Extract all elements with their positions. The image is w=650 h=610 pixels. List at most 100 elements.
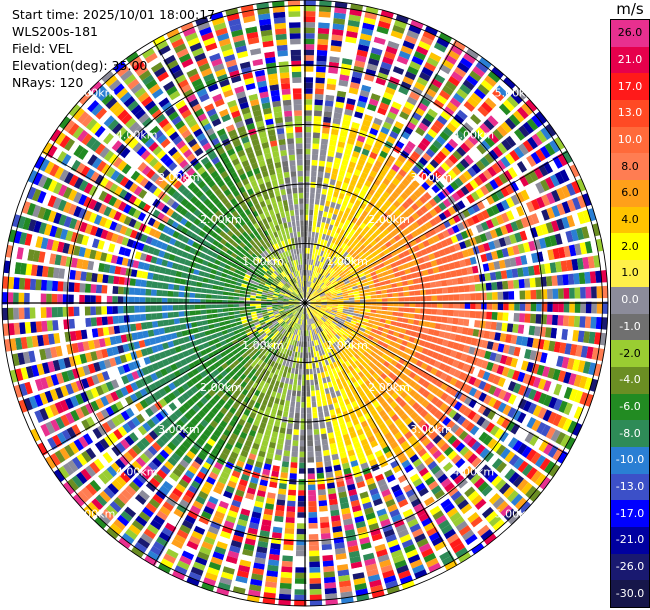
velocity-gate (312, 271, 315, 277)
velocity-gate (406, 324, 413, 330)
velocity-gate (278, 483, 287, 490)
velocity-gate (477, 105, 489, 117)
velocity-gate (441, 256, 448, 264)
velocity-gate (318, 290, 324, 295)
velocity-gate (379, 195, 387, 204)
velocity-gate (470, 302, 476, 310)
velocity-gate (239, 297, 245, 301)
velocity-gate (538, 237, 547, 249)
velocity-gate (558, 288, 564, 299)
velocity-gate (365, 193, 373, 201)
velocity-gate (370, 295, 377, 299)
velocity-gate (361, 148, 370, 156)
velocity-gate (348, 295, 355, 298)
velocity-gate (438, 249, 446, 257)
velocity-gate (372, 204, 380, 212)
velocity-gate (117, 286, 124, 295)
velocity-gate (228, 311, 235, 316)
velocity-gate (532, 405, 542, 417)
velocity-gate (315, 306, 321, 310)
velocity-gate (317, 215, 322, 222)
velocity-gate (389, 106, 400, 115)
velocity-gate (113, 325, 121, 334)
velocity-gate (555, 261, 562, 273)
velocity-gate (541, 250, 550, 262)
velocity-gate (303, 66, 314, 72)
velocity-gate (511, 268, 519, 278)
velocity-gate (197, 326, 204, 332)
velocity-gate (448, 302, 454, 309)
velocity-gate (443, 173, 453, 183)
velocity-gate (364, 260, 372, 267)
velocity-gate (222, 291, 229, 296)
velocity-gate (355, 105, 365, 114)
velocity-gate (319, 149, 327, 156)
velocity-gate (540, 352, 548, 364)
velocity-gate (381, 306, 388, 311)
velocity-gate (453, 294, 460, 301)
velocity-gate (477, 83, 490, 96)
velocity-gate (418, 257, 425, 264)
velocity-gate (384, 279, 391, 285)
velocity-gate (387, 40, 400, 50)
velocity-gate (561, 185, 571, 198)
velocity-gate (320, 144, 328, 151)
velocity-gate (398, 205, 406, 213)
velocity-gate (195, 287, 202, 293)
velocity-gate (304, 154, 311, 160)
velocity-gate (433, 205, 443, 214)
velocity-gate (407, 261, 415, 268)
velocity-gate (438, 32, 453, 43)
velocity-gate (312, 248, 316, 255)
velocity-gate (316, 472, 325, 479)
velocity-gate (392, 307, 399, 312)
velocity-gate (304, 159, 311, 166)
velocity-gate (360, 254, 367, 260)
velocity-gate (233, 296, 240, 300)
velocity-gate (505, 135, 517, 148)
velocity-gate (308, 523, 318, 529)
velocity-gate (488, 93, 501, 105)
velocity-gate (167, 290, 174, 297)
velocity-gate (304, 137, 311, 144)
velocity-gate (79, 306, 85, 316)
velocity-gate (370, 309, 377, 313)
velocity-gate (334, 285, 340, 290)
velocity-gate (178, 285, 185, 291)
velocity-gate (150, 305, 157, 312)
velocity-gate (369, 331, 376, 337)
velocity-gate (411, 272, 418, 279)
velocity-gate (586, 224, 595, 238)
velocity-gate (479, 123, 491, 135)
velocity-gate (305, 347, 308, 353)
velocity-gate (317, 44, 328, 51)
velocity-gate (465, 336, 473, 345)
velocity-gate (563, 245, 571, 258)
velocity-gate (332, 23, 345, 31)
velocity-gate (392, 267, 399, 273)
velocity-gate (365, 305, 371, 309)
velocity-gate (427, 328, 435, 336)
velocity-gate (178, 291, 185, 298)
velocity-gate (389, 340, 396, 347)
velocity-gate (274, 454, 282, 461)
velocity-gate (324, 371, 330, 378)
velocity-gate (399, 111, 410, 120)
velocity-gate (580, 345, 589, 358)
velocity-gate (309, 368, 313, 375)
velocity-gate (376, 330, 383, 336)
velocity-gate (334, 275, 341, 280)
velocity-gate (345, 171, 353, 179)
velocity-gate (112, 306, 118, 314)
velocity-gate (340, 187, 347, 195)
velocity-gate (284, 439, 292, 446)
velocity-gate (405, 197, 414, 206)
velocity-gate (163, 326, 171, 334)
velocity-gate (425, 246, 433, 254)
velocity-gate (29, 278, 37, 291)
velocity-gate (261, 299, 267, 302)
velocity-gate (436, 135, 447, 146)
velocity-gate (498, 103, 511, 116)
velocity-gate (540, 127, 552, 140)
velocity-gate (532, 338, 540, 349)
